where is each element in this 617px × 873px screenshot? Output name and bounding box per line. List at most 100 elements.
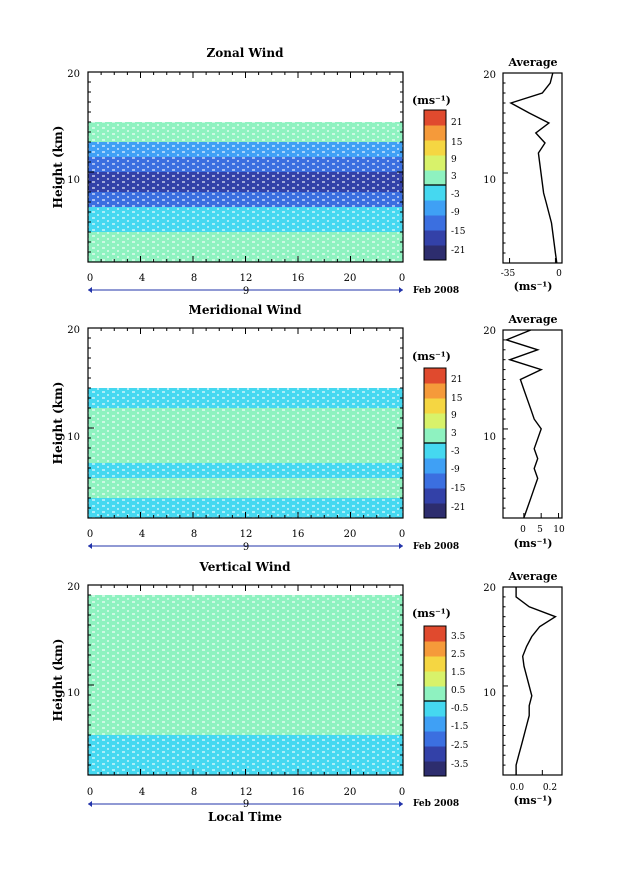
colorbar bbox=[423, 625, 447, 777]
colorbar-tick: -21 bbox=[451, 246, 466, 256]
profile-x-axis-label: (ms⁻¹) bbox=[514, 280, 553, 293]
colorbar-swatch bbox=[424, 155, 446, 171]
colorbar-swatch bbox=[424, 125, 446, 141]
profile-xtick-label: -35 bbox=[501, 269, 516, 279]
panel-zonal: Zonal Wind Height (km) 10 20 0 4 8 12 16… bbox=[51, 46, 563, 297]
ytick-label-10: 10 bbox=[67, 175, 80, 186]
colorbar-swatch bbox=[424, 140, 446, 156]
xtick-label: 0 bbox=[87, 273, 93, 284]
colorbar-frame bbox=[423, 625, 447, 777]
heatmap-layers bbox=[88, 122, 403, 262]
day-label: 9 bbox=[243, 286, 249, 297]
heatmap-layers bbox=[88, 388, 403, 518]
profile-ytick-10: 10 bbox=[483, 175, 496, 186]
ytick-label-20: 20 bbox=[67, 325, 80, 336]
colorbar-swatch bbox=[424, 641, 446, 657]
panel-meridional: Meridional Wind Height (km) 10 20 0 4 8 … bbox=[51, 303, 565, 553]
profile-x-axis-label: (ms⁻¹) bbox=[514, 537, 553, 550]
y-axis-label: Height (km) bbox=[51, 639, 65, 722]
colorbar bbox=[423, 109, 447, 261]
date-label: Feb 2008 bbox=[413, 286, 459, 296]
average-profile bbox=[503, 586, 557, 776]
xtick-label: 12 bbox=[240, 529, 253, 540]
colorbar-swatch bbox=[424, 503, 446, 519]
profile-line bbox=[515, 587, 557, 775]
panel-vertical: Vertical Wind Height (km) 10 20 0 4 8 12… bbox=[51, 560, 563, 824]
profile-ytick-20: 20 bbox=[483, 583, 496, 594]
colorbar-swatch bbox=[424, 671, 446, 687]
xtick-label: 16 bbox=[292, 787, 305, 798]
axis-ticks bbox=[87, 584, 404, 776]
colorbar-swatch bbox=[424, 746, 446, 762]
colorbar-tick: 9 bbox=[451, 155, 457, 165]
profile-xtick-label: 5 bbox=[537, 525, 543, 535]
colorbar-labels: 21 15 9 3 -3 -9 -15 -21 bbox=[451, 375, 466, 513]
colorbar-swatch bbox=[424, 443, 446, 459]
x-tick-labels: 0 4 8 12 16 20 0 bbox=[87, 787, 405, 798]
colorbar-swatch bbox=[424, 200, 446, 216]
colorbar-swatch bbox=[424, 626, 446, 642]
colorbar-tick: 15 bbox=[451, 138, 463, 148]
panel-title: Vertical Wind bbox=[198, 560, 291, 574]
colorbar-tick: -9 bbox=[451, 208, 460, 218]
colorbar-tick: -0.5 bbox=[451, 704, 469, 714]
colorbar-swatch bbox=[424, 458, 446, 474]
colorbar-frame bbox=[423, 367, 447, 519]
colorbar-swatch bbox=[424, 185, 446, 201]
profile-frame bbox=[502, 586, 563, 776]
colorbar-swatch bbox=[424, 686, 446, 702]
date-label: Feb 2008 bbox=[413, 542, 459, 552]
xtick-label: 20 bbox=[344, 529, 357, 540]
colorbar-unit: (ms⁻¹) bbox=[412, 94, 451, 107]
xtick-label: 0 bbox=[87, 529, 93, 540]
colorbar-tick: -15 bbox=[451, 484, 466, 494]
colorbar-tick: -2.5 bbox=[451, 741, 469, 751]
xtick-label: 0 bbox=[399, 787, 405, 798]
profile-line bbox=[509, 72, 558, 264]
ytick-label-10: 10 bbox=[67, 688, 80, 699]
y-axis-label: Height (km) bbox=[51, 126, 65, 209]
colorbar-tick: 3 bbox=[451, 172, 457, 182]
ytick-label-20: 20 bbox=[67, 582, 80, 593]
day-bar: 9 bbox=[88, 542, 403, 553]
x-tick-labels: 0 4 8 12 16 20 0 bbox=[87, 529, 405, 540]
x-axis-label: Local Time bbox=[208, 810, 282, 824]
ytick-label-10: 10 bbox=[67, 432, 80, 443]
profile-title: Average bbox=[507, 570, 557, 583]
profile-x-tick-labels: 0.0 0.2 bbox=[510, 783, 557, 793]
colorbar-labels: 21 15 9 3 -3 -9 -15 -21 bbox=[451, 118, 466, 256]
axis-ticks bbox=[87, 327, 404, 519]
colorbar-tick: -3 bbox=[451, 190, 460, 200]
axis-ticks bbox=[87, 71, 404, 263]
colorbar-tick: -1.5 bbox=[451, 722, 469, 732]
colorbar-tick: 3 bbox=[451, 429, 457, 439]
profile-ytick-10: 10 bbox=[483, 432, 496, 443]
colorbar-swatch bbox=[424, 716, 446, 732]
profile-xtick-label: 10 bbox=[553, 525, 565, 535]
data-gaps-overlay bbox=[88, 388, 403, 518]
profile-xtick-label: 0.0 bbox=[510, 783, 525, 793]
day-label: 9 bbox=[243, 542, 249, 553]
profile-xtick-label: 0 bbox=[556, 269, 562, 279]
colorbar-swatch bbox=[424, 473, 446, 489]
ytick-label-20: 20 bbox=[67, 69, 80, 80]
colorbar-swatch bbox=[424, 656, 446, 672]
colorbar-tick: -21 bbox=[451, 503, 466, 513]
x-tick-labels: 0 4 8 12 16 20 0 bbox=[87, 273, 405, 284]
colorbar-tick: 9 bbox=[451, 411, 457, 421]
xtick-label: 8 bbox=[191, 273, 197, 284]
profile-xtick-label: 0.2 bbox=[543, 783, 557, 793]
heatmap-layers bbox=[88, 595, 403, 775]
profile-frame bbox=[502, 72, 563, 264]
colorbar-frame bbox=[423, 109, 447, 261]
xtick-label: 8 bbox=[191, 787, 197, 798]
colorbar-tick: -3.5 bbox=[451, 760, 469, 770]
average-profile bbox=[503, 329, 560, 519]
colorbar-unit: (ms⁻¹) bbox=[412, 607, 451, 620]
colorbar-swatch bbox=[424, 398, 446, 414]
xtick-label: 20 bbox=[344, 787, 357, 798]
profile-xtick-label: 0 bbox=[520, 525, 526, 535]
day-bar: 9 bbox=[88, 799, 403, 810]
colorbar-swatch bbox=[424, 413, 446, 429]
